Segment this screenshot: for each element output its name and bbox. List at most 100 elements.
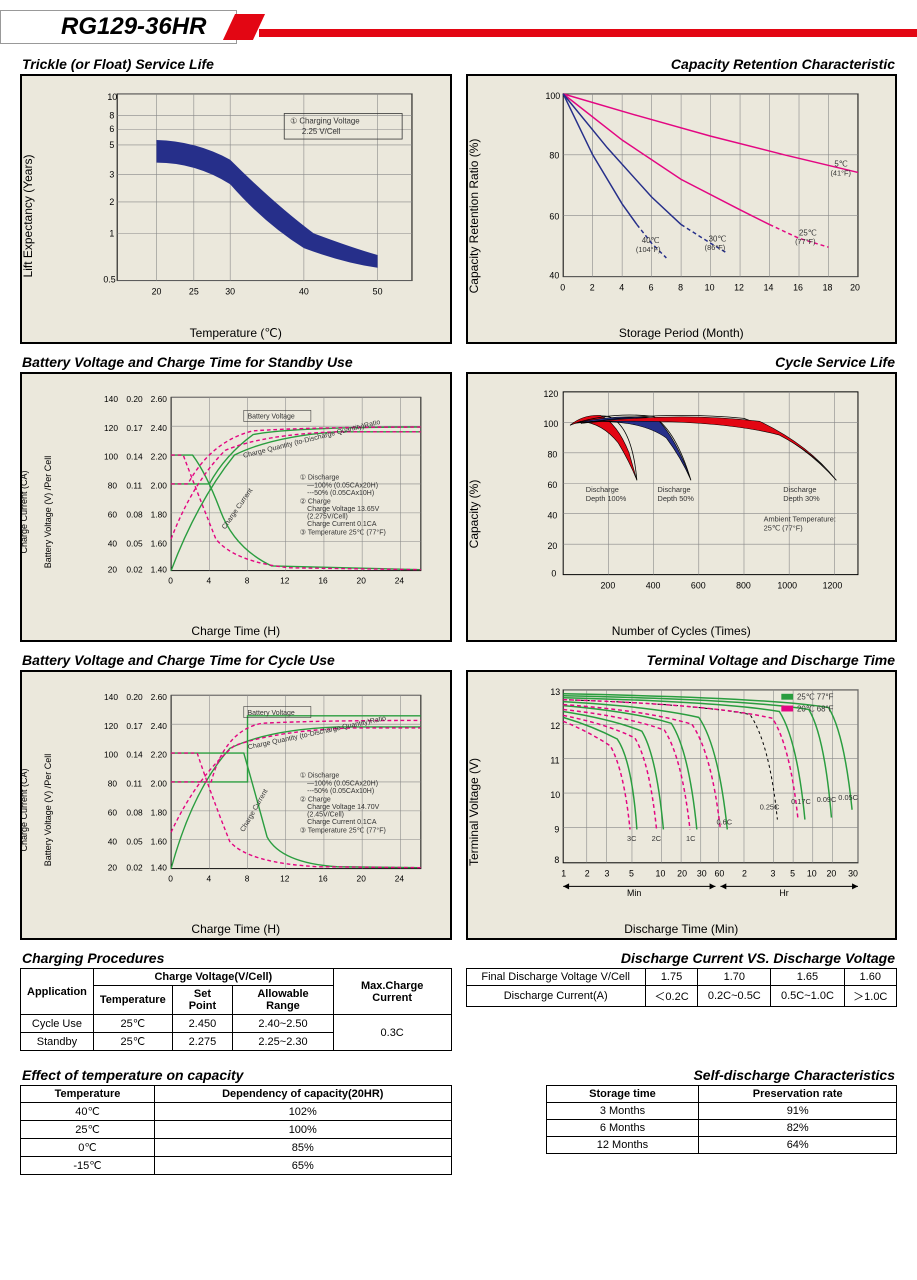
svg-text:600: 600: [690, 580, 705, 590]
standby-chart: Battery Voltage Charge Quantity (to-Disc…: [20, 372, 452, 642]
svg-text:0.6C: 0.6C: [716, 817, 732, 826]
svg-text:Depth 50%: Depth 50%: [657, 494, 694, 503]
capret-chart: 5℃(41°F) 25℃(77°F) 30℃(86°F) 40℃(104°F) …: [466, 74, 898, 344]
svg-text:100: 100: [543, 419, 558, 429]
svg-text:(2.275V/Cell): (2.275V/Cell): [307, 513, 348, 520]
svg-text:2.00: 2.00: [151, 481, 168, 491]
svg-text:② Charge: ② Charge: [300, 796, 331, 804]
svg-text:(77°F): (77°F): [795, 237, 816, 246]
svg-text:25℃: 25℃: [799, 228, 817, 237]
svg-text:1.80: 1.80: [151, 510, 168, 520]
svg-text:5: 5: [629, 869, 634, 879]
svg-text:③ Temperature 25℃ (77°F): ③ Temperature 25℃ (77°F): [300, 826, 386, 834]
svg-text:2.25 V/Cell: 2.25 V/Cell: [302, 127, 341, 136]
standby-ylabel2: Charge Current (CA): [20, 470, 29, 553]
svg-text:20: 20: [677, 869, 687, 879]
svg-text:12: 12: [280, 576, 290, 586]
svg-text:(86°F): (86°F): [704, 243, 725, 252]
svg-text:5℃: 5℃: [834, 160, 847, 169]
svg-text:24: 24: [395, 874, 405, 884]
svg-text:50: 50: [373, 286, 383, 296]
svg-text:0.17: 0.17: [126, 721, 143, 731]
svg-text:1C: 1C: [686, 834, 696, 843]
cyclecharge-title: Battery Voltage and Charge Time for Cycl…: [22, 652, 450, 668]
svg-text:1200: 1200: [822, 580, 842, 590]
svg-text:60: 60: [108, 510, 118, 520]
svg-text:Battery Voltage: Battery Voltage: [248, 710, 295, 717]
svg-text:3: 3: [770, 869, 775, 879]
svg-text:Hr: Hr: [779, 888, 788, 898]
svg-text:20: 20: [826, 869, 836, 879]
svg-text:(41°F): (41°F): [830, 168, 851, 177]
cyclecharge-xlabel: Charge Time (H): [191, 922, 280, 936]
svg-text:Min: Min: [627, 888, 641, 898]
header-bar: RG129-36HR: [0, 10, 917, 44]
svg-text:16: 16: [318, 874, 328, 884]
svg-text:10: 10: [655, 869, 665, 879]
svg-text:10: 10: [704, 282, 714, 292]
svg-text:0.09C: 0.09C: [816, 795, 836, 804]
termv-chart: 25℃ 77°F 20℃ 68°F 3C2C 1C0.6C 0.25C0.17C…: [466, 670, 898, 940]
svg-text:80: 80: [549, 151, 559, 161]
svg-text:10: 10: [806, 869, 816, 879]
svg-text:2.40: 2.40: [151, 721, 168, 731]
svg-text:(104°F): (104°F): [635, 245, 660, 254]
svg-text:10: 10: [550, 790, 560, 800]
svg-text:80: 80: [547, 450, 557, 460]
svg-text:0: 0: [551, 569, 556, 579]
svg-text:0.11: 0.11: [126, 481, 142, 491]
svg-text:6: 6: [648, 282, 653, 292]
svg-text:60: 60: [714, 869, 724, 879]
svg-text:0.14: 0.14: [126, 452, 143, 462]
trickle-title: Trickle (or Float) Service Life: [22, 56, 450, 72]
standby-title: Battery Voltage and Charge Time for Stan…: [22, 354, 450, 370]
standby-ylabel3: Battery Voltage (V) /Per Cell: [43, 456, 53, 569]
svg-text:20: 20: [108, 862, 118, 872]
trickle-chart: ① Charging Voltage 2.25 V/Cell 108 65 32…: [20, 74, 452, 344]
termv-xlabel: Discharge Time (Min): [624, 922, 738, 936]
svg-text:30℃: 30℃: [708, 234, 726, 243]
svg-text:① Discharge: ① Discharge: [300, 771, 340, 779]
svg-text:1: 1: [561, 869, 566, 879]
svg-text:2.60: 2.60: [151, 692, 168, 702]
svg-text:100: 100: [104, 750, 118, 760]
svg-text:② Charge: ② Charge: [300, 498, 331, 506]
svg-text:8: 8: [109, 110, 114, 120]
svg-text:0.05: 0.05: [126, 538, 143, 548]
cyclelife-ylabel: Capacity (%): [467, 480, 481, 549]
svg-text:120: 120: [104, 423, 118, 433]
svg-text:40℃: 40℃: [641, 236, 659, 245]
charging-table: Application Charge Voltage(V/Cell) Max.C…: [20, 968, 452, 1051]
cyclelife-chart: DischargeDepth 100% DischargeDepth 50% D…: [466, 372, 898, 642]
legend-25c: 25℃ 77°F: [797, 693, 834, 702]
svg-text:Depth 30%: Depth 30%: [783, 494, 820, 503]
svg-text:0.25C: 0.25C: [759, 803, 779, 812]
svg-text:(2.45V/Cell): (2.45V/Cell): [307, 811, 344, 818]
svg-text:1.80: 1.80: [151, 808, 168, 818]
svg-text:0.05C: 0.05C: [838, 793, 858, 802]
svg-text:80: 80: [108, 481, 118, 491]
svg-text:0.14: 0.14: [126, 750, 143, 760]
svg-text:25: 25: [189, 286, 199, 296]
trickle-xlabel: Temperature (℃): [190, 326, 282, 340]
svg-text:24: 24: [395, 576, 405, 586]
svg-text:40: 40: [108, 836, 118, 846]
svg-text:Discharge: Discharge: [657, 485, 690, 494]
svg-text:0.02: 0.02: [126, 862, 143, 872]
svg-text:4: 4: [207, 576, 212, 586]
svg-text:8: 8: [245, 874, 250, 884]
svg-text:40: 40: [549, 271, 559, 281]
svg-text:Charge Voltage 14.70V: Charge Voltage 14.70V: [307, 804, 379, 811]
svg-text:200: 200: [600, 580, 615, 590]
svg-text:12: 12: [734, 282, 744, 292]
svg-text:1.40: 1.40: [151, 862, 168, 872]
svg-text:25℃ (77°F): 25℃ (77°F): [763, 523, 802, 532]
svg-text:140: 140: [104, 394, 118, 404]
legend-20c: 20℃ 68°F: [797, 704, 834, 713]
svg-text:2: 2: [589, 282, 594, 292]
svg-text:Battery Voltage: Battery Voltage: [248, 414, 295, 421]
svg-text:0.20: 0.20: [126, 394, 143, 404]
svg-text:4: 4: [619, 282, 624, 292]
svg-text:1.60: 1.60: [151, 836, 168, 846]
tempcap-title: Effect of temperature on capacity: [22, 1067, 450, 1083]
